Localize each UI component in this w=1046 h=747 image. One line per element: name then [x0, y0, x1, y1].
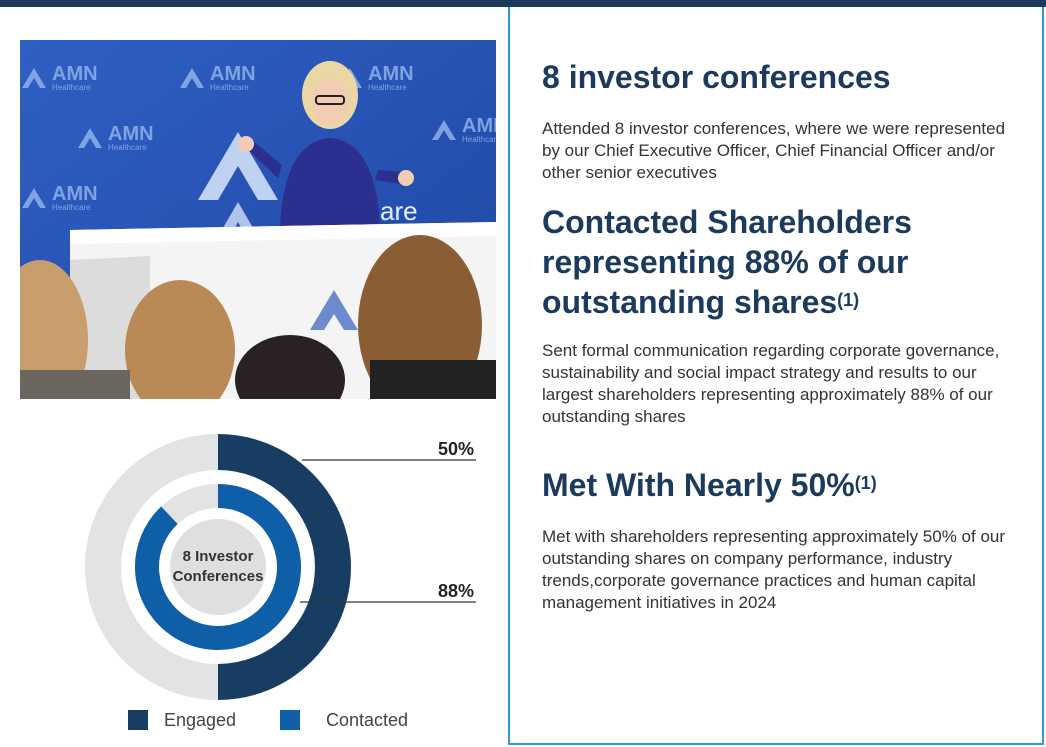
logo-subtext: Healthcare	[210, 83, 249, 92]
center-label-line-2: Conferences	[173, 568, 264, 585]
section-2-title-line-2: representing 88% of our	[542, 244, 909, 280]
legend-swatch-contacted	[280, 710, 300, 730]
legend-swatch-engaged	[128, 710, 148, 730]
center-label-line-1: 8 Investor	[183, 548, 254, 565]
logo-subtext: Healthcare	[108, 143, 147, 152]
conference-photo: AMN Healthcare AMN Healthcare AMN Health…	[20, 40, 496, 399]
logo-text: AMN	[368, 63, 414, 85]
investor-engagement-ring-chart: 8 Investor Conferences 50% 88%	[85, 434, 476, 700]
presenter-figure	[238, 61, 414, 230]
backdrop-logo-6: AMN Healthcare	[22, 183, 98, 212]
section-1-title-text: 8 investor conferences	[542, 59, 891, 95]
section-2-title-line-1: Contacted Shareholders	[542, 204, 912, 240]
section-2-body: Sent formal communication regarding corp…	[542, 341, 1000, 426]
ring-arc-engaged	[217, 434, 351, 700]
section-2-title-line-3: outstanding shares	[542, 284, 838, 320]
logo-text: AMN	[52, 183, 98, 205]
logo-subtext: Healthcare	[52, 203, 91, 212]
section-1-title: 8 investor conferences	[542, 57, 891, 97]
legend-item-engaged: Engaged	[128, 708, 236, 732]
legend-label-contacted: Contacted	[326, 709, 409, 730]
logo-text: AMN	[462, 115, 496, 137]
section-2-title: Contacted Shareholders representing 88% …	[542, 202, 912, 322]
top-accent-bar	[0, 0, 1046, 7]
section-3-footnote-mark: (1)	[854, 473, 877, 493]
logo-subtext: Healthcare	[462, 135, 496, 144]
backdrop-partial-text: are	[380, 196, 418, 226]
data-label-contacted: 88%	[438, 581, 474, 601]
backdrop-logo-1: AMN Healthcare	[22, 63, 98, 92]
logo-subtext: Healthcare	[368, 83, 407, 92]
ring-layer	[85, 434, 476, 700]
audience	[20, 235, 496, 399]
ring-center-disc	[170, 519, 266, 615]
logo-text: AMN	[52, 63, 98, 85]
conference-photo-illustration: AMN Healthcare AMN Healthcare AMN Health…	[20, 40, 496, 399]
logo-text: AMN	[108, 123, 154, 145]
legend-label-engaged: Engaged	[164, 709, 237, 730]
section-3-title-text: Met With Nearly 50%	[542, 467, 855, 503]
investor-outreach-panel: 8 investor conferences Attended 8 invest…	[508, 7, 1044, 745]
logo-subtext: Healthcare	[52, 83, 91, 92]
section-3-title: Met With Nearly 50%(1)	[542, 465, 877, 505]
ring-arc-contacted	[135, 484, 301, 650]
logo-text: AMN	[210, 63, 256, 85]
backdrop-logo-5: AMN Healthcare	[432, 115, 496, 144]
section-2-footnote-mark: (1)	[837, 290, 860, 310]
backdrop-logo-4: AMN Healthcare	[78, 123, 154, 152]
section-3-body: Met with shareholders representing appro…	[542, 527, 1006, 612]
backdrop-logo-2: AMN Healthcare	[180, 63, 256, 92]
data-label-engaged: 50%	[438, 439, 474, 459]
section-1-body: Attended 8 investor conferences, where w…	[542, 119, 1006, 182]
legend-item-contacted: Contacted	[280, 708, 408, 732]
